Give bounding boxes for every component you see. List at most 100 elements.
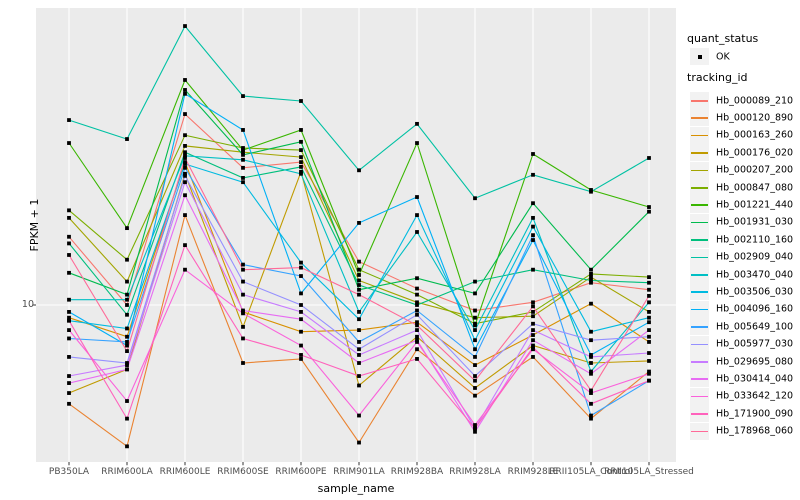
legend-item-label: Hb_029695_080 [716,356,794,367]
legend-item-label: Hb_001221_440 [716,199,794,211]
legend-line-swatch [691,152,708,154]
legend-key-box [690,266,709,283]
legend-item-tracking: Hb_002110_160 [690,231,798,249]
legend-key-box [690,300,709,318]
legend-item-label: Hb_003470_040 [716,269,794,280]
legend-item-tracking: Hb_000176_020 [690,144,798,162]
x-tick-label: RRIM901LA [333,467,385,477]
legend-item-label: Hb_003506_030 [716,286,794,298]
y-axis-title: FPKM + 1 [27,198,41,252]
legend-tracking-id-title: tracking_id [687,71,748,84]
legend-key-box [690,179,709,196]
legend-line-swatch [691,221,708,224]
legend-line-swatch [691,361,708,363]
legend-item-label: Hb_000847_080 [716,182,794,193]
legend-line-swatch [691,169,708,172]
legend-line-swatch [691,239,708,241]
legend-item-tracking: Hb_003470_040 [690,266,798,283]
legend-line-swatch [691,256,708,259]
legend-item-tracking: Hb_029695_080 [690,353,798,370]
legend-item-tracking: Hb_171900_090 [690,405,798,423]
legend-item-label: Hb_000089_210 [716,95,794,106]
legend-key-box [690,422,709,440]
legend-item-tracking: Hb_033642_120 [690,387,798,405]
legend-key-box [690,126,709,144]
y-tick-label: 10 [21,299,34,310]
legend-item-tracking: Hb_004096_160 [690,300,798,318]
legend-item-tracking: Hb_030414_040 [690,370,798,388]
legend-item-label: Hb_005649_100 [716,321,794,333]
tick-marks [32,304,650,466]
legend-line-swatch [691,343,708,346]
legend-key-box [690,318,709,336]
legend-item-label: Hb_005977_030 [716,338,794,350]
legend-item-label: Hb_000120_890 [716,112,794,124]
x-tick-label: RRII105LA_Stressed [604,467,694,477]
legend-item-label: Hb_000176_020 [716,147,794,159]
legend-key-box [690,231,709,249]
data-points [67,24,651,449]
legend-line-swatch [691,134,708,137]
panel-background [36,8,676,462]
x-tick-label: RRIM600LE [159,467,211,477]
legend-key-box [690,387,709,405]
legend-item-label: OK [716,51,730,62]
x-tick-label: RRIM600PE [275,467,327,477]
legend-item-tracking: Hb_000847_080 [690,179,798,196]
legend-item-tracking: Hb_001931_030 [690,213,798,231]
legend-item-tracking: Hb_000089_210 [690,92,798,109]
x-tick-label: RRIM928BA [390,467,444,477]
legend-line-swatch [691,326,708,328]
legend-item-label: Hb_004096_160 [716,303,794,315]
x-tick-label: RRIM600LA [101,467,153,477]
legend-quant-status-title: quant_status [687,32,759,45]
legend-key-box [690,248,709,266]
x-tick-label: RRII105LA_Control [549,467,633,477]
x-tick-label: RRIM928LE [507,467,559,477]
legend-item-tracking: Hb_001221_440 [690,196,798,214]
legend-item-ok: OK [690,48,790,65]
legend-item-tracking: Hb_000207_200 [690,161,798,179]
legend-key-box [690,283,709,301]
legend-line-swatch [691,395,708,398]
legend-line-swatch [691,378,708,380]
legend-item-label: Hb_001931_030 [716,216,794,228]
legend-item-label: Hb_033642_120 [716,390,794,402]
legend-item-label: Hb_171900_090 [716,408,794,420]
legend-key-box [690,92,709,109]
legend-line-swatch [691,291,708,293]
legend-key-box [690,196,709,214]
legend-key-box [690,161,709,179]
legend-item-label: Hb_002110_160 [716,234,794,246]
legend-line-swatch [691,204,708,206]
legend-key-box [690,370,709,388]
legend-line-swatch [691,308,708,311]
x-tick-label: RRIM600SE [217,467,269,477]
legend-item-label: Hb_002909_040 [716,251,794,263]
legend-line-swatch [691,413,708,415]
legend-item-label: Hb_000207_200 [716,164,794,176]
x-tick-label: RRIM928LA [449,467,501,477]
legend-key-box [690,213,709,231]
legend-key-box [690,109,709,127]
legend-item-tracking: Hb_000120_890 [690,109,798,127]
legend-line-swatch [691,187,708,189]
legend-line-swatch [691,274,708,276]
legend-line-swatch [691,117,708,119]
legend-item-label: Hb_030414_040 [716,373,794,385]
legend-item-tracking: Hb_002909_040 [690,248,798,266]
x-tick-label: PB350LA [48,467,90,477]
legend-item-tracking: Hb_003506_030 [690,283,798,301]
legend-item-label: Hb_178968_060 [716,425,794,437]
x-axis-title: sample_name [317,482,395,495]
legend-key-box [690,144,709,162]
legend-line-swatch [691,100,708,102]
legend-key-box [690,335,709,353]
legend-key-box [690,405,709,423]
legend-item-tracking: Hb_178968_060 [690,422,798,440]
legend-item-tracking: Hb_005977_030 [690,335,798,353]
legend-item-tracking: Hb_005649_100 [690,318,798,336]
ok-square-icon [697,54,702,59]
